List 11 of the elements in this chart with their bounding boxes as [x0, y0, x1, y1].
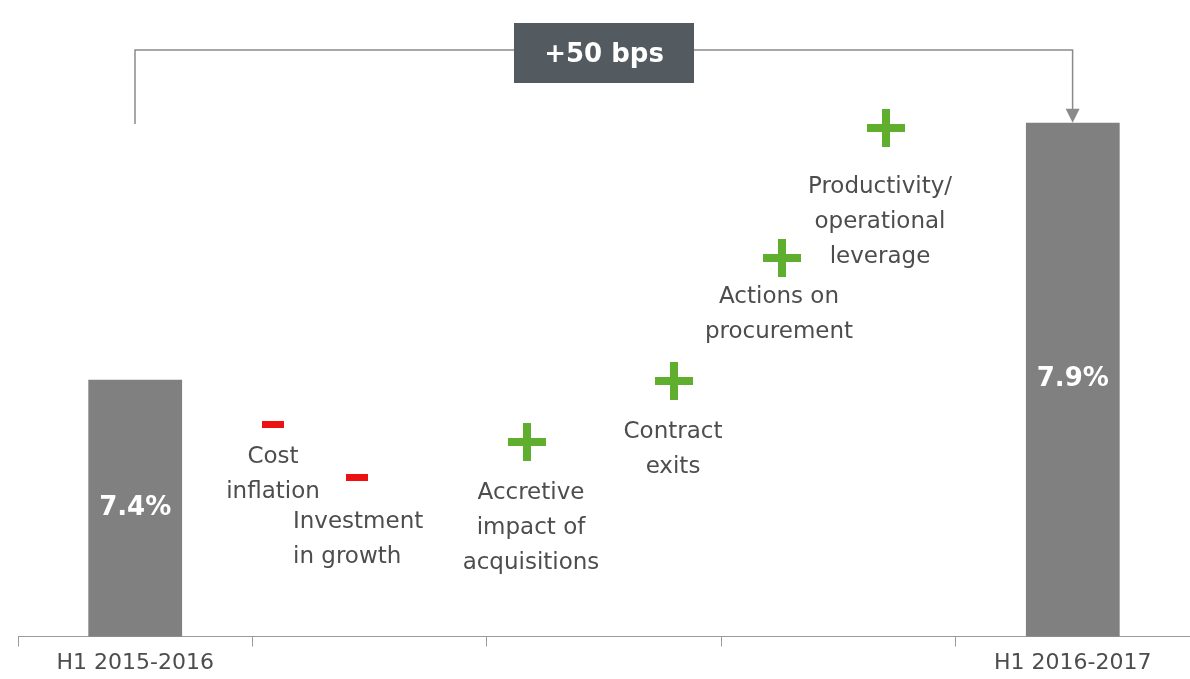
annotation: Cost inflation: [226, 442, 320, 503]
annotation: Investment in growth: [293, 506, 424, 570]
annotation: Contract exits: [623, 417, 723, 478]
annotation: +50 bps: [514, 23, 694, 83]
data-label: 7.4%: [99, 490, 172, 521]
annotation: Accretive impact of acquisitions: [462, 478, 600, 574]
x-tick-label: H1 2016-2017: [994, 648, 1152, 674]
x-tick-label: H1 2015-2016: [56, 648, 214, 674]
data-label: 7.9%: [1036, 362, 1109, 393]
annotation: Actions on procurement: [703, 281, 855, 345]
annotation: Productivity/ operational leverage: [806, 171, 954, 270]
